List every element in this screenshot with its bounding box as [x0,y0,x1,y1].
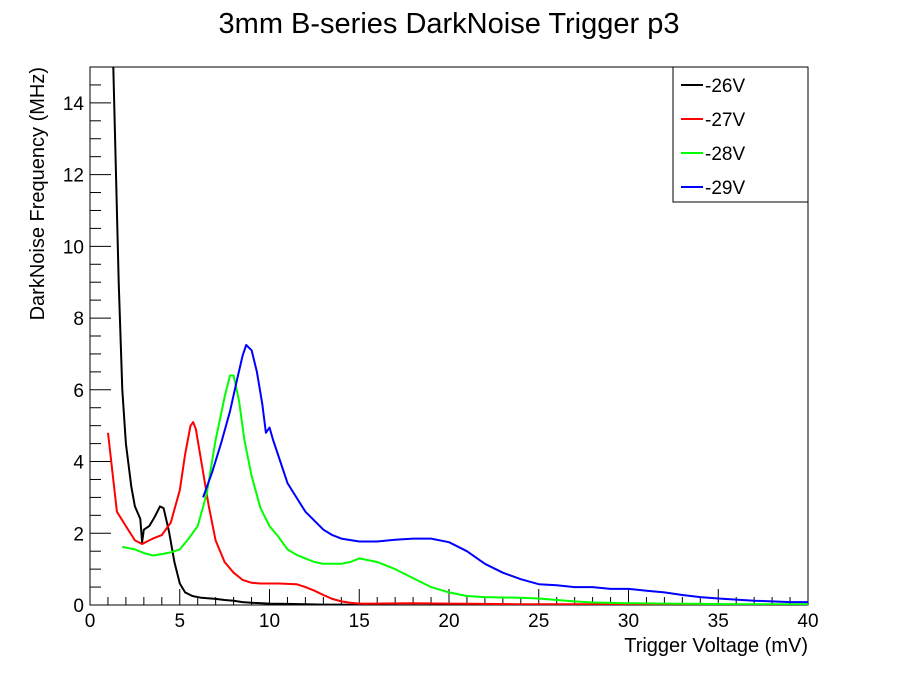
y-tick-label: 6 [73,381,84,402]
x-tick-label: 35 [708,611,729,632]
plot-axes: 0 5 10 15 20 25 30 35 40 0 2 4 6 8 10 12 14 [63,66,819,632]
x-tick-label: 15 [349,611,370,632]
series-line-26VV [112,67,360,605]
series-line-29VV [202,344,808,604]
legend-label: -29V [705,178,745,199]
y-tick-label: 8 [73,309,84,330]
x-tick-label: 5 [174,611,185,632]
legend-label: -28V [705,144,745,165]
y-tick-label: 2 [73,524,84,545]
series-layer [107,67,808,605]
legend: -26V -27V -28V -29V [672,66,809,203]
y-tick-label: 12 [63,166,84,187]
x-tick-label: 0 [85,611,96,632]
series-line-28VV [122,374,808,605]
x-tick-label: 20 [438,611,459,632]
y-tick-label: 14 [63,94,85,115]
y-tick-label: 0 [73,596,84,617]
x-axis-label: Trigger Voltage (mV) [624,635,808,657]
x-tick-label: 30 [618,611,639,632]
series-line-27VV [107,421,737,605]
chart-title: 3mm B-series DarkNoise Trigger p3 [219,8,680,40]
legend-label: -27V [705,110,745,131]
y-tick-label: 10 [63,237,84,258]
y-tick-label: 4 [73,453,84,474]
x-tick-label: 40 [797,611,818,632]
x-tick-label: 25 [528,611,549,632]
y-axis-label: DarkNoise Frequency (MHz) [27,67,49,320]
legend-label: -26V [705,76,745,97]
legend-box [672,66,809,203]
x-tick-label: 10 [259,611,280,632]
